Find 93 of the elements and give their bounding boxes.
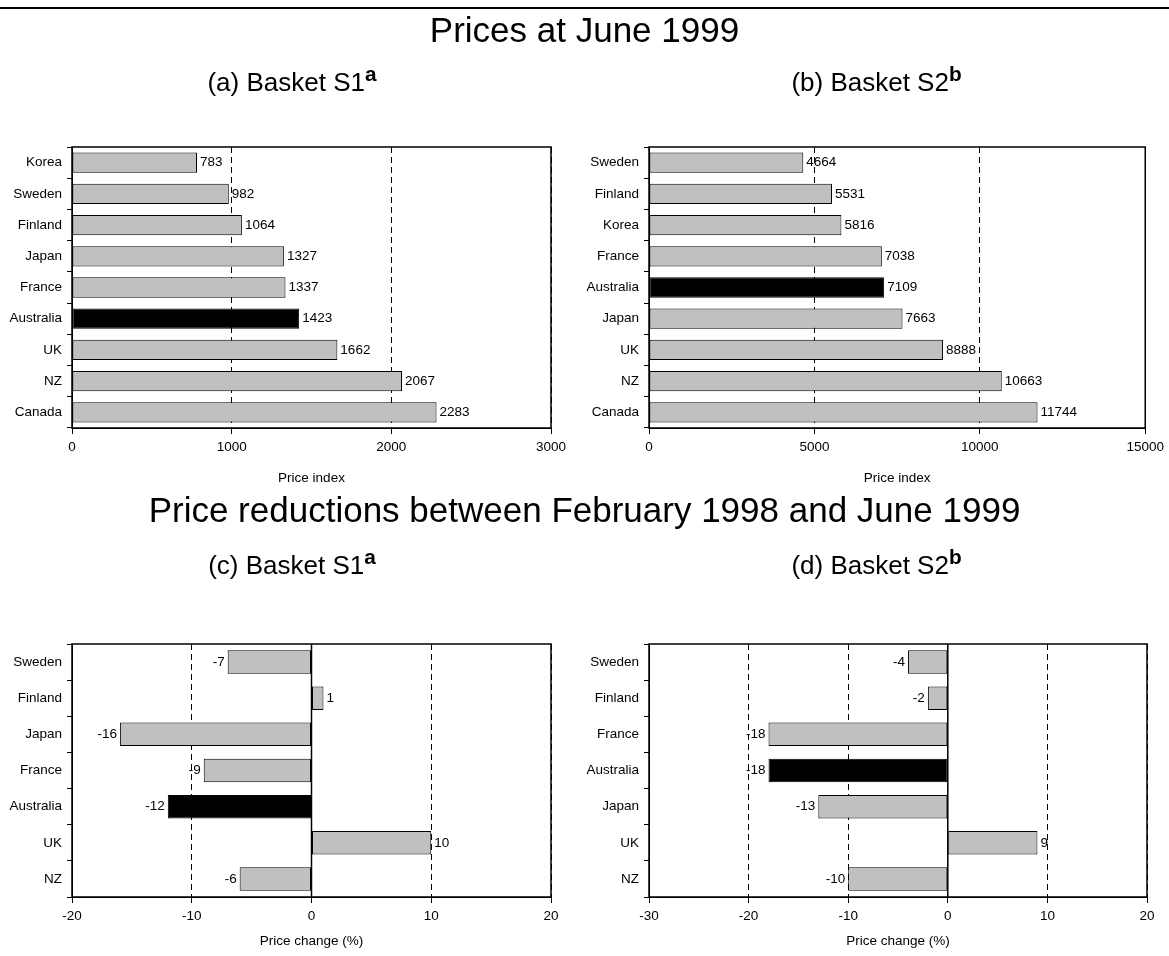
x-tick-label: 0 <box>307 907 316 923</box>
x-tick-label: -20 <box>62 907 82 923</box>
x-tick-label: -30 <box>639 907 659 923</box>
y-tick-label: Australia <box>586 762 640 778</box>
chart-subtitle: (b) Basket S2$^{b}$ <box>790 61 963 99</box>
x-axis-title: Price change (%) <box>259 932 364 948</box>
y-tick-label: France <box>19 762 62 778</box>
y-tick-label: France <box>596 726 639 742</box>
y-tick-label: UK <box>43 834 62 850</box>
x-axis-title: Price index <box>863 469 931 485</box>
y-tick-label: NZ <box>44 372 62 388</box>
y-tick-label: Sweden <box>13 653 62 669</box>
data-label: -7 <box>212 653 225 669</box>
y-tick-label: Finland <box>17 689 62 705</box>
data-label: -13 <box>795 798 816 814</box>
y-tick-label: UK <box>620 341 639 357</box>
y-tick-label: Canada <box>14 404 63 420</box>
y-tick-label: UK <box>620 834 639 850</box>
chart-title: Prices at June 1999 <box>428 10 741 50</box>
data-label: -12 <box>145 798 165 814</box>
chart-subtitle: (d) Basket S2$^{b}$ <box>790 544 963 582</box>
data-label: -2 <box>912 689 925 705</box>
y-tick-label: Finland <box>594 689 639 705</box>
y-tick-label: Korea <box>602 216 640 232</box>
data-label: -18 <box>746 762 766 778</box>
data-label: -16 <box>97 726 117 742</box>
data-label: -9 <box>188 762 201 778</box>
data-label: 1423 <box>302 310 333 326</box>
data-label: 1 <box>326 689 334 705</box>
x-tick-label: -10 <box>181 907 202 923</box>
y-tick-label: Australia <box>586 279 640 295</box>
y-tick-label: Japan <box>25 726 62 742</box>
y-tick-label: NZ <box>621 372 639 388</box>
y-tick-label: NZ <box>44 870 62 886</box>
chart-subtitle: (c) Basket S1$^{a}$ <box>207 544 377 582</box>
x-tick-label: -20 <box>738 907 759 923</box>
x-tick-label: 10 <box>423 907 439 923</box>
x-tick-label: 0 <box>645 438 653 454</box>
data-label: 8888 <box>946 341 977 357</box>
x-tick-label: 0 <box>944 907 952 923</box>
y-tick-label: Korea <box>25 154 63 170</box>
y-tick-label: Japan <box>602 798 639 814</box>
x-tick-label: 5000 <box>799 438 830 454</box>
data-label: -10 <box>825 870 846 886</box>
x-tick-label: 2000 <box>376 438 407 454</box>
data-label: 1327 <box>286 248 317 263</box>
chart-subtitle: (a) Basket S1$^{a}$ <box>206 61 378 99</box>
y-tick-label: Japan <box>602 310 639 326</box>
data-label: 783 <box>200 154 223 170</box>
data-label: 7038 <box>884 248 915 263</box>
data-label: 10 <box>434 834 450 850</box>
data-label: 2283 <box>439 404 470 420</box>
x-tick-label: 0 <box>68 438 76 454</box>
y-tick-label: Sweden <box>590 653 639 669</box>
data-label: 11744 <box>1040 404 1078 420</box>
x-tick-label: 20 <box>1139 907 1155 923</box>
data-label: 7663 <box>905 310 936 326</box>
y-tick-label: France <box>596 248 639 263</box>
data-label: 1064 <box>244 216 276 232</box>
data-label: -4 <box>892 653 906 669</box>
y-tick-label: Japan <box>25 248 62 263</box>
x-tick-label: 10 <box>1039 907 1055 923</box>
data-label: 10663 <box>1004 372 1043 388</box>
x-tick-label: -10 <box>838 907 858 923</box>
x-tick-label: 1000 <box>216 438 247 454</box>
y-tick-label: Australia <box>9 798 63 814</box>
data-label: 1662 <box>340 341 371 357</box>
y-tick-label: NZ <box>621 870 639 886</box>
x-tick-label: 20 <box>543 907 559 923</box>
data-label: 982 <box>231 185 255 201</box>
data-label: 7109 <box>887 279 918 295</box>
x-tick-label: 3000 <box>535 438 567 454</box>
chart-title: Price reductions between February 1998 and June 1999 <box>147 490 1022 530</box>
data-label: 5531 <box>834 185 866 201</box>
x-axis-title: Price index <box>278 469 346 485</box>
y-tick-label: Finland <box>594 185 639 201</box>
y-tick-label: France <box>19 279 62 295</box>
data-label: 5816 <box>844 216 875 232</box>
data-label: 1337 <box>288 279 319 295</box>
data-label: -18 <box>746 726 766 742</box>
y-tick-label: Canada <box>591 404 640 420</box>
y-tick-label: Sweden <box>590 154 639 170</box>
data-label: 4664 <box>806 154 837 170</box>
x-tick-label: 10000 <box>961 438 999 454</box>
y-tick-label: Australia <box>9 310 63 326</box>
x-tick-label: 15000 <box>1126 438 1164 454</box>
y-tick-label: Finland <box>17 216 62 232</box>
x-axis-title: Price change (%) <box>846 932 950 948</box>
data-label: 9 <box>1040 834 1048 850</box>
data-label: -6 <box>224 870 237 886</box>
y-tick-label: Sweden <box>13 185 62 201</box>
data-label: 2067 <box>405 372 436 388</box>
y-tick-label: UK <box>43 341 62 357</box>
